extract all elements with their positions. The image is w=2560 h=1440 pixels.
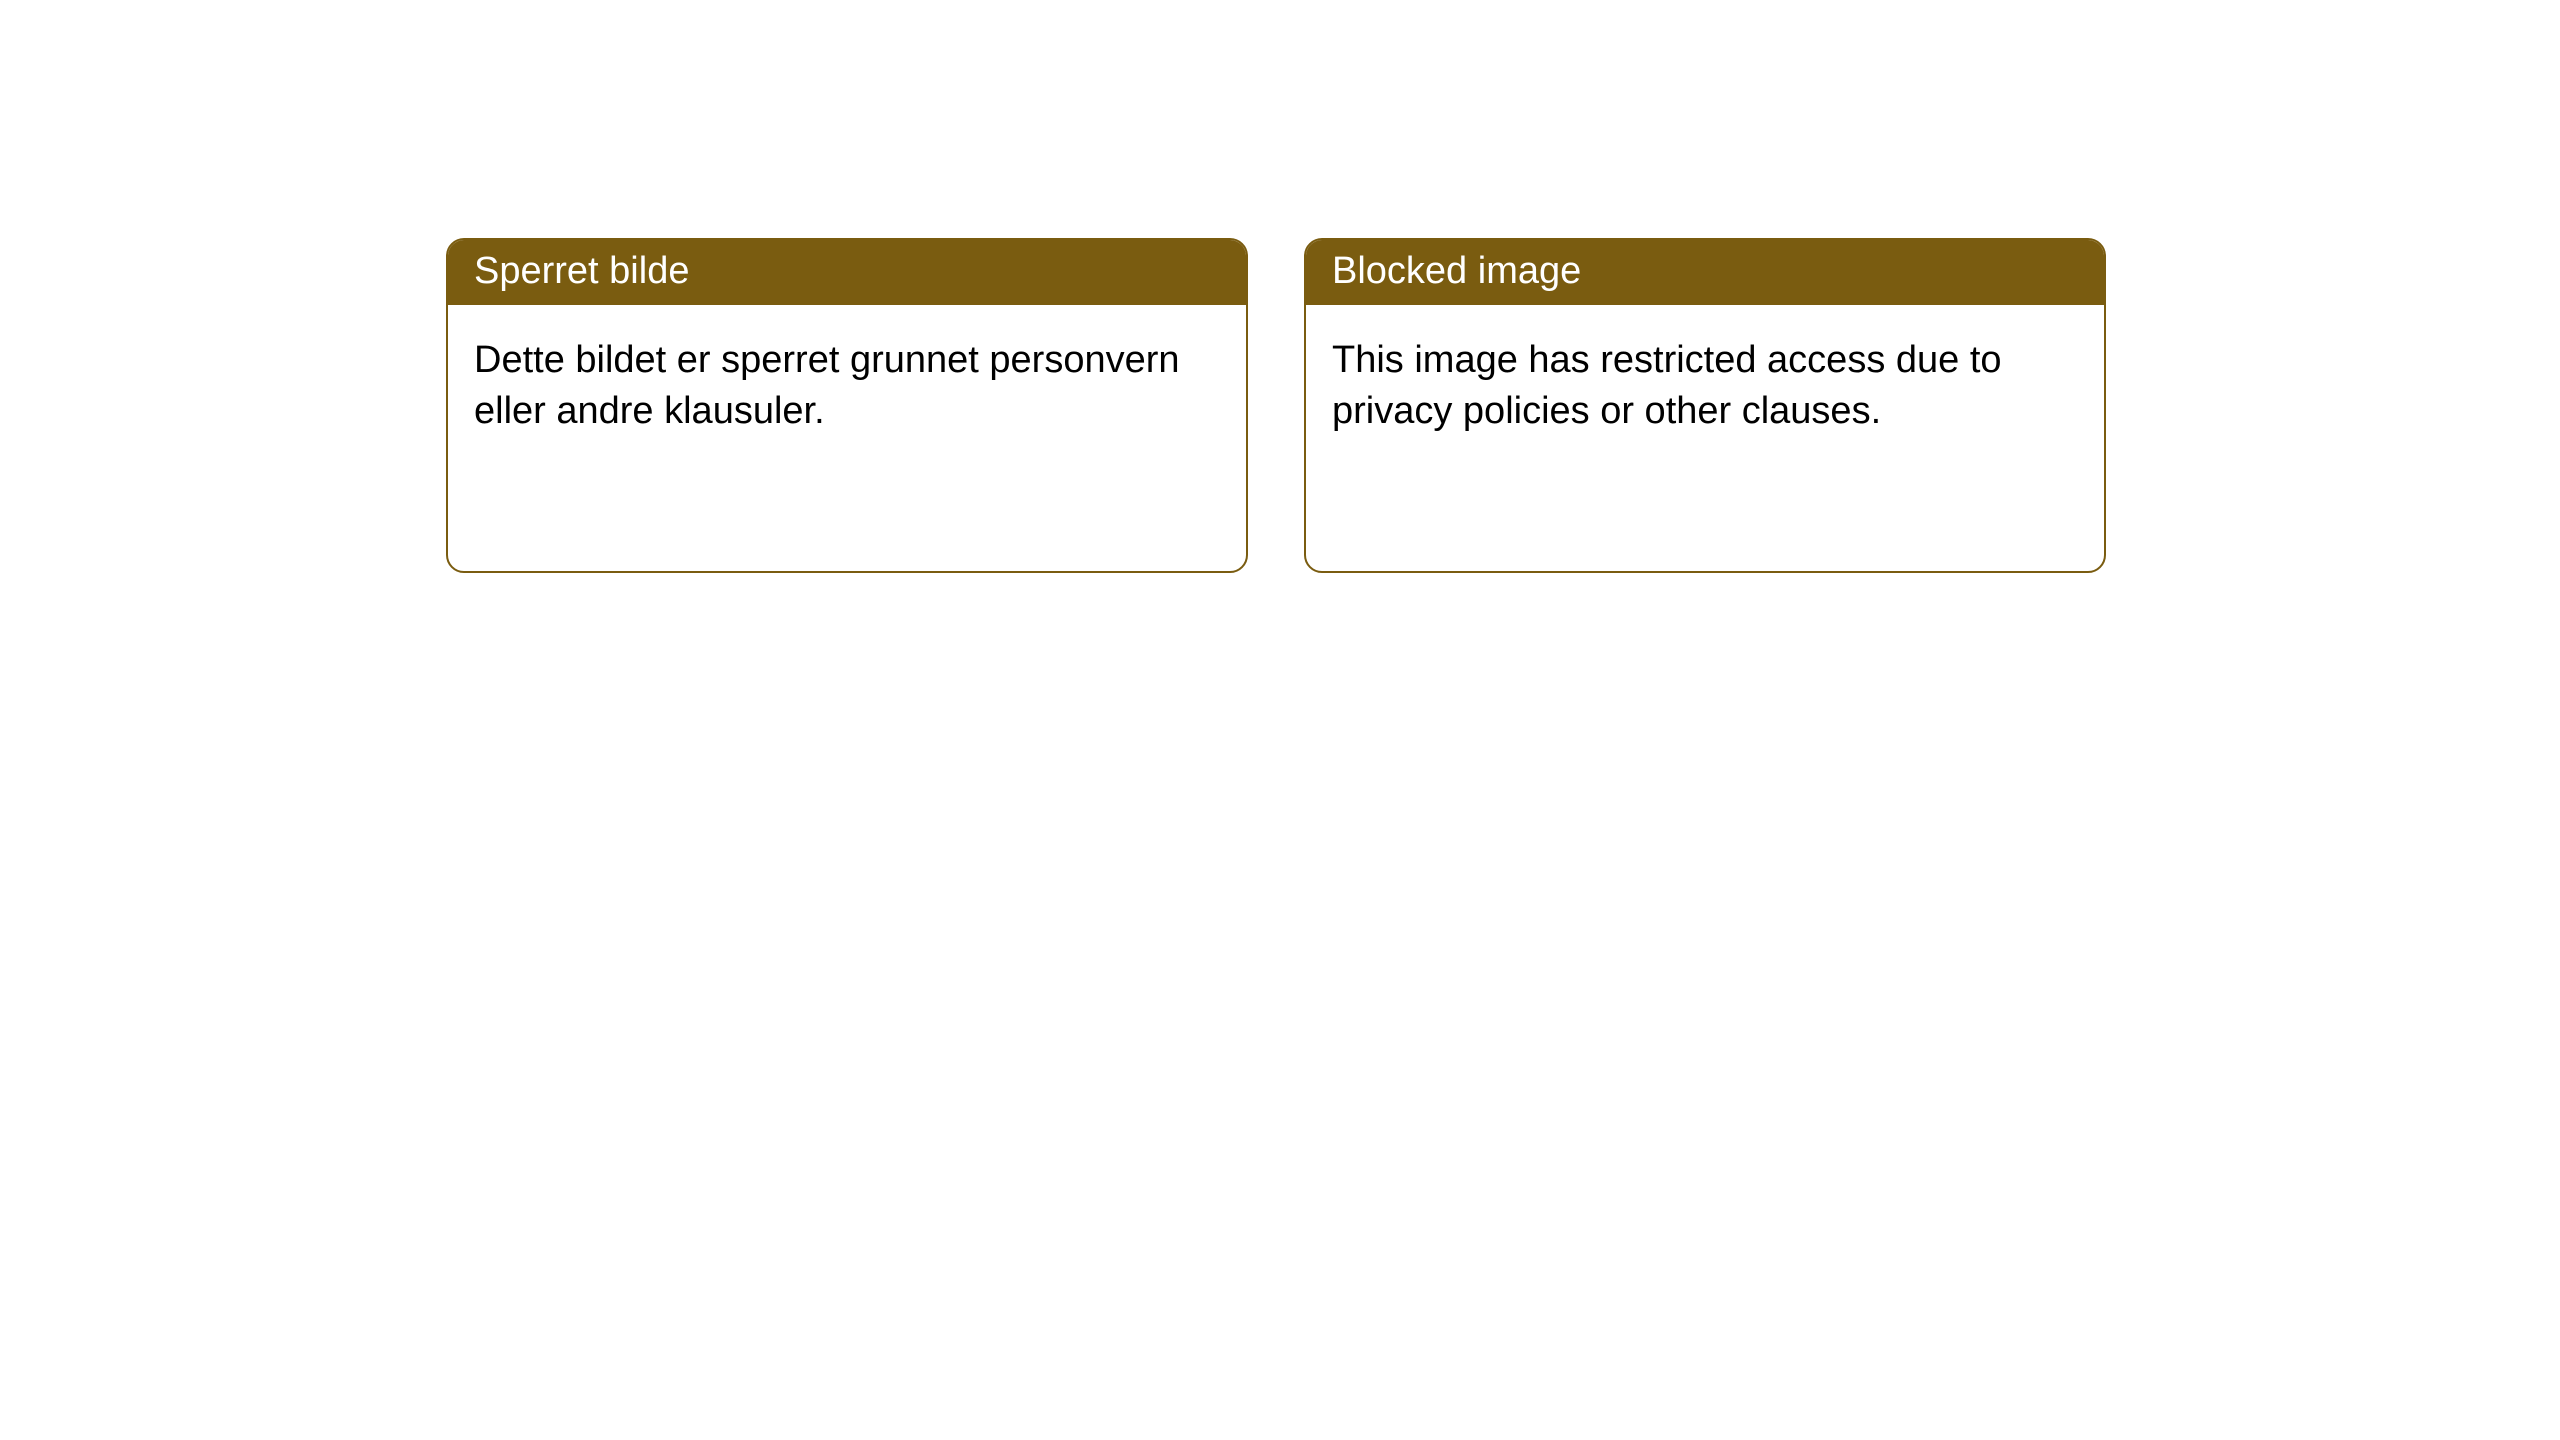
- notice-card-en: Blocked image This image has restricted …: [1304, 238, 2106, 573]
- notice-container: Sperret bilde Dette bildet er sperret gr…: [0, 0, 2560, 573]
- notice-title-en: Blocked image: [1306, 240, 2104, 305]
- notice-body-en: This image has restricted access due to …: [1306, 305, 2104, 468]
- notice-title-no: Sperret bilde: [448, 240, 1246, 305]
- notice-card-no: Sperret bilde Dette bildet er sperret gr…: [446, 238, 1248, 573]
- notice-body-no: Dette bildet er sperret grunnet personve…: [448, 305, 1246, 468]
